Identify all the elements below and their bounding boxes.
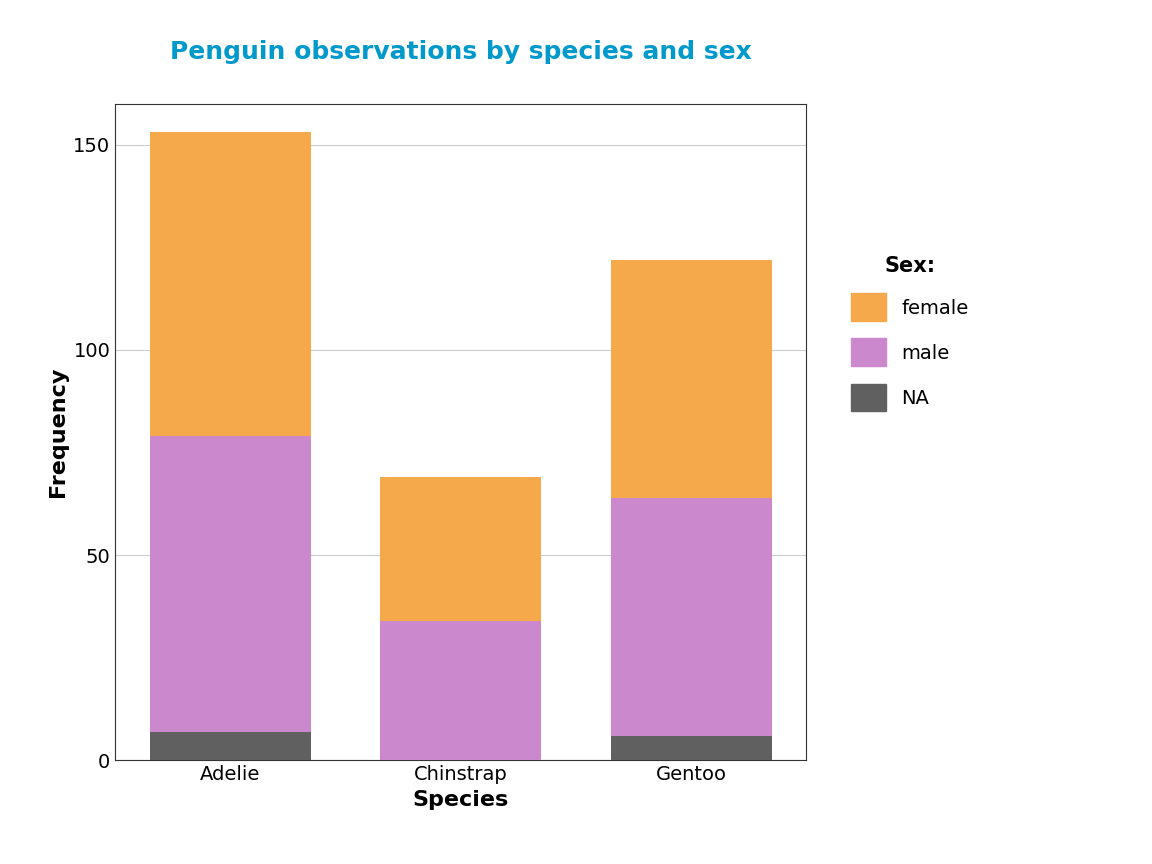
Bar	[150, 732, 311, 760]
X-axis label: Species: Species	[412, 790, 509, 810]
Bar	[611, 259, 772, 498]
Bar	[380, 477, 541, 620]
Y-axis label: Frequency: Frequency	[47, 367, 68, 497]
Bar	[611, 498, 772, 736]
Bar	[150, 132, 311, 436]
Bar	[611, 736, 772, 760]
Bar	[150, 436, 311, 732]
Bar	[380, 620, 541, 760]
Text: Penguin observations by species and sex: Penguin observations by species and sex	[170, 40, 751, 64]
Legend: female, male, NA: female, male, NA	[850, 256, 969, 411]
